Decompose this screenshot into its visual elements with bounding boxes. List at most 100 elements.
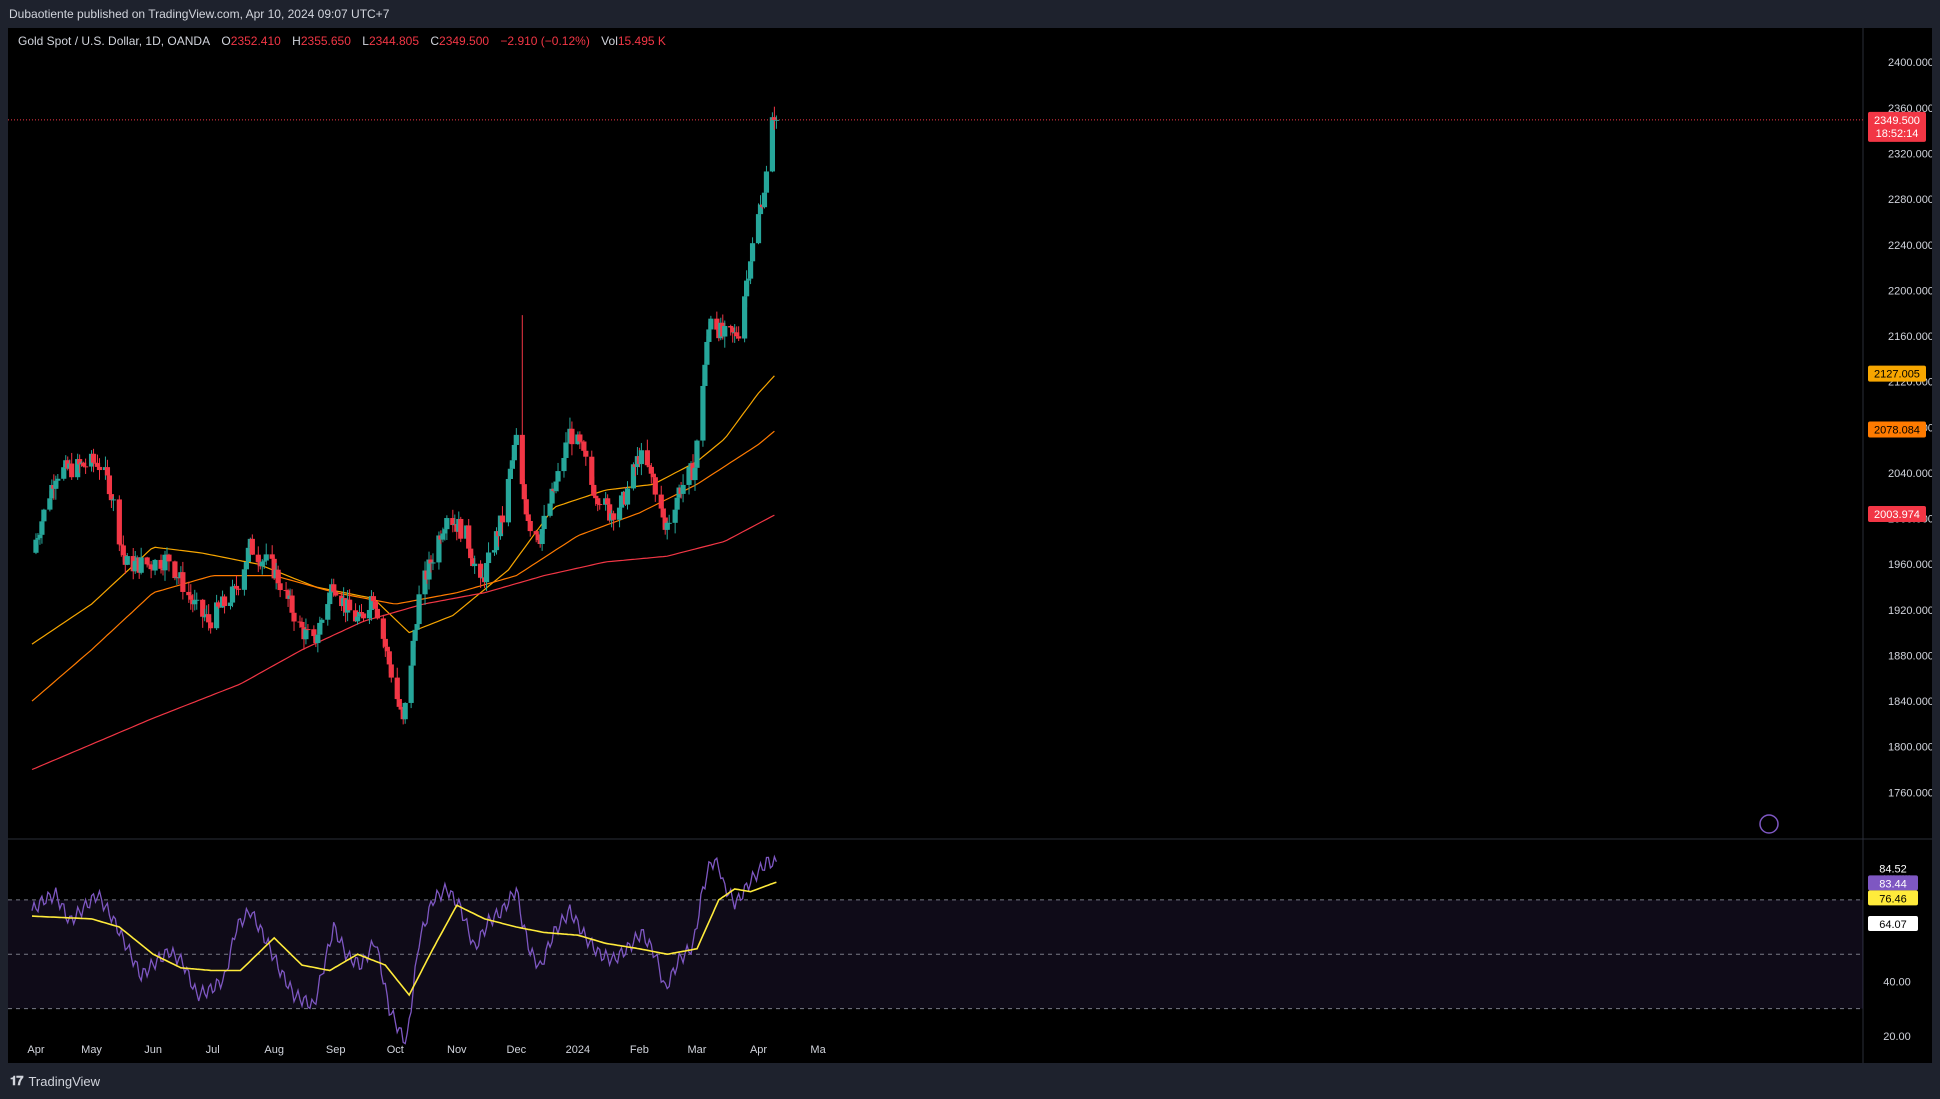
candle[interactable] <box>166 553 172 572</box>
candle[interactable] <box>69 452 75 480</box>
candle[interactable] <box>444 515 450 540</box>
candle[interactable] <box>41 508 47 528</box>
candle[interactable] <box>94 454 101 469</box>
candle[interactable] <box>652 473 658 502</box>
candle[interactable] <box>458 516 464 543</box>
candle[interactable] <box>644 439 650 468</box>
candle[interactable] <box>630 462 637 491</box>
alert-lightning-icon[interactable] <box>1759 814 1779 834</box>
candle[interactable] <box>611 510 617 531</box>
candle[interactable] <box>249 534 255 556</box>
candle[interactable] <box>664 520 670 540</box>
candle[interactable] <box>333 584 339 597</box>
candle[interactable] <box>648 463 654 484</box>
candle[interactable] <box>408 665 414 709</box>
candle[interactable] <box>749 237 756 264</box>
candle[interactable] <box>299 617 305 629</box>
candle[interactable] <box>581 439 587 453</box>
candle[interactable] <box>229 579 236 608</box>
candle[interactable] <box>428 555 434 573</box>
candle[interactable] <box>595 495 601 512</box>
candle[interactable] <box>519 315 525 486</box>
candle[interactable] <box>214 594 220 631</box>
candle[interactable] <box>577 431 583 449</box>
candle[interactable] <box>291 608 297 631</box>
candle[interactable] <box>666 514 672 530</box>
candle[interactable] <box>347 589 353 611</box>
candle[interactable] <box>757 195 764 221</box>
candle[interactable] <box>505 476 511 527</box>
candle[interactable] <box>549 482 555 507</box>
candle[interactable] <box>39 518 45 544</box>
candle[interactable] <box>358 603 365 614</box>
candle[interactable] <box>82 458 89 474</box>
candle[interactable] <box>233 575 240 596</box>
candle[interactable] <box>138 547 144 575</box>
candle[interactable] <box>96 458 103 480</box>
candle[interactable] <box>527 517 533 537</box>
candle[interactable] <box>539 528 545 551</box>
candle[interactable] <box>106 471 113 499</box>
candle[interactable] <box>597 500 603 510</box>
candle[interactable] <box>305 624 311 631</box>
candle[interactable] <box>90 448 97 473</box>
candle[interactable] <box>200 598 206 628</box>
candle[interactable] <box>499 506 506 534</box>
candle[interactable] <box>75 453 81 480</box>
candle[interactable] <box>747 259 754 285</box>
candle[interactable] <box>144 556 150 568</box>
candle[interactable] <box>744 270 750 308</box>
candle[interactable] <box>624 481 631 510</box>
candle[interactable] <box>81 461 87 467</box>
candle[interactable] <box>55 473 61 487</box>
candle[interactable] <box>356 605 363 619</box>
candle[interactable] <box>555 462 561 492</box>
candle[interactable] <box>172 560 178 581</box>
candle[interactable] <box>241 564 247 596</box>
candle[interactable] <box>110 496 116 512</box>
candle[interactable] <box>388 657 394 683</box>
candle[interactable] <box>430 553 436 571</box>
candle[interactable] <box>450 509 456 533</box>
candle[interactable] <box>370 592 377 603</box>
candle[interactable] <box>410 637 416 666</box>
candle[interactable] <box>692 464 698 491</box>
candle[interactable] <box>736 326 742 342</box>
candle[interactable] <box>255 546 261 573</box>
candle[interactable] <box>132 550 138 574</box>
candle[interactable] <box>325 601 331 626</box>
candle[interactable] <box>221 594 228 614</box>
candle[interactable] <box>368 590 375 621</box>
candle[interactable] <box>303 618 309 645</box>
candle[interactable] <box>485 542 492 566</box>
candle[interactable] <box>243 561 249 571</box>
candle[interactable] <box>583 441 589 466</box>
candle[interactable] <box>541 504 547 534</box>
candle[interactable] <box>771 106 777 130</box>
candle[interactable] <box>618 492 625 510</box>
candle[interactable] <box>382 632 388 657</box>
candle[interactable] <box>426 551 432 590</box>
candle[interactable] <box>188 584 194 610</box>
candle[interactable] <box>394 667 400 701</box>
tradingview-brand[interactable]: 𝟏𝟕 TradingView <box>10 1073 100 1089</box>
candle[interactable] <box>714 311 720 332</box>
candle[interactable] <box>694 439 700 472</box>
candle[interactable] <box>769 112 776 173</box>
chart-frame[interactable]: 2400.000 2360.000 2320.000 2280.000 2240.000… <box>8 28 1934 1063</box>
candle[interactable] <box>702 361 708 387</box>
candle[interactable] <box>49 479 55 501</box>
candle[interactable] <box>33 533 39 555</box>
candle[interactable] <box>327 589 333 611</box>
candle[interactable] <box>680 474 686 503</box>
candle[interactable] <box>763 165 770 204</box>
candle[interactable] <box>180 561 186 600</box>
candle[interactable] <box>158 554 164 574</box>
candle[interactable] <box>513 428 519 446</box>
candle[interactable] <box>478 560 484 588</box>
candle[interactable] <box>742 294 748 343</box>
chart-svg[interactable]: 2400.0002360.0002320.0002280.0002240.000… <box>8 28 1934 1063</box>
candle[interactable] <box>116 495 122 552</box>
candle[interactable] <box>124 553 130 566</box>
candle[interactable] <box>509 456 515 478</box>
